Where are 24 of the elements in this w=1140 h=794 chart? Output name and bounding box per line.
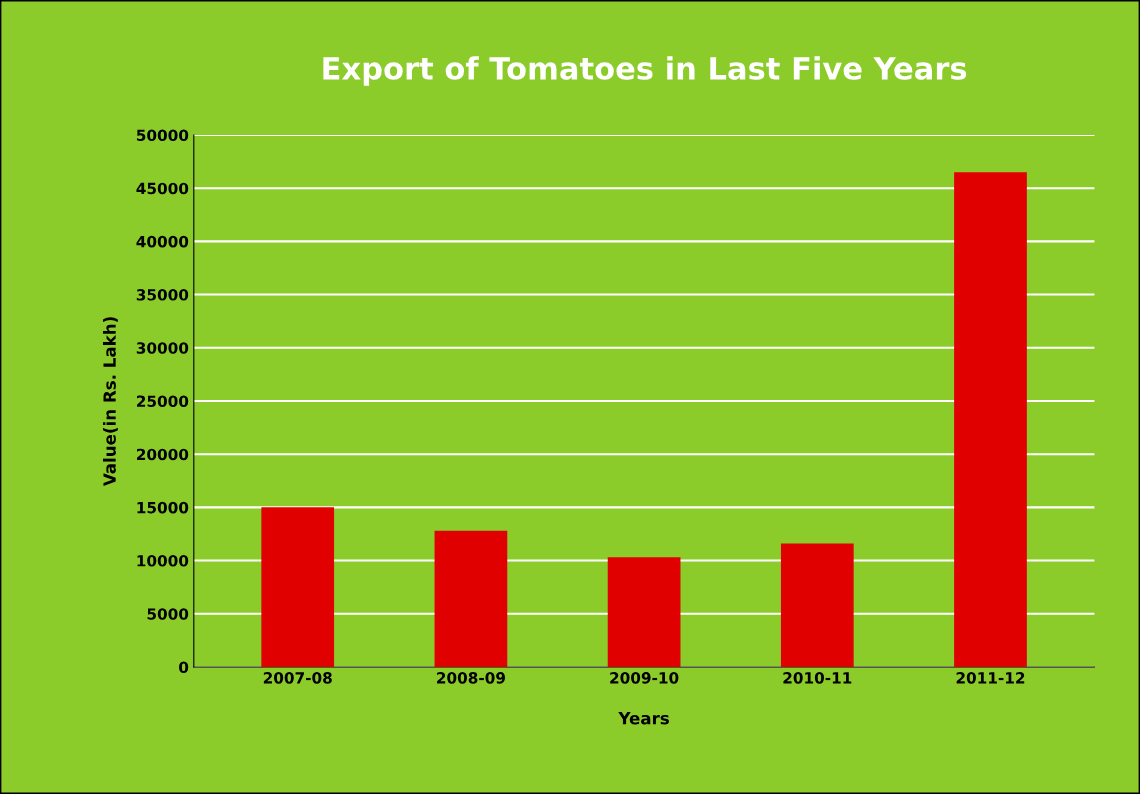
y-tick-label: 40000 [136, 235, 189, 248]
y-tick-label: 0 [179, 661, 189, 673]
y-tick-label: 10000 [137, 555, 189, 567]
bar [434, 530, 508, 667]
chart-title: Export of Tomatoes in Last Five Years [323, 56, 967, 86]
x-tick-label: 2007-08 [263, 672, 332, 684]
y-tick-label: 20000 [137, 448, 189, 461]
bar [261, 507, 335, 667]
y-tick-label: 25000 [137, 395, 189, 407]
y-tick-label: 35000 [136, 289, 189, 301]
y-tick-label: 45000 [136, 182, 189, 195]
x-tick-label: 2008-09 [437, 672, 505, 684]
bar [607, 557, 681, 667]
x-tick-label: 2011-12 [956, 672, 1025, 684]
y-tick-label: 50000 [136, 129, 189, 141]
y-axis-title: Value(in Rs. Lakh) [102, 317, 118, 487]
bar [954, 172, 1027, 667]
bar [780, 543, 854, 667]
y-tick-label: 30000 [136, 342, 189, 354]
x-axis-title: Years [618, 712, 669, 725]
x-tick-label: 2010-11 [783, 672, 852, 684]
x-tick-label: 2009-10 [610, 672, 679, 684]
y-tick-label: 5000 [147, 608, 189, 620]
y-tick-label: 15000 [137, 501, 189, 514]
